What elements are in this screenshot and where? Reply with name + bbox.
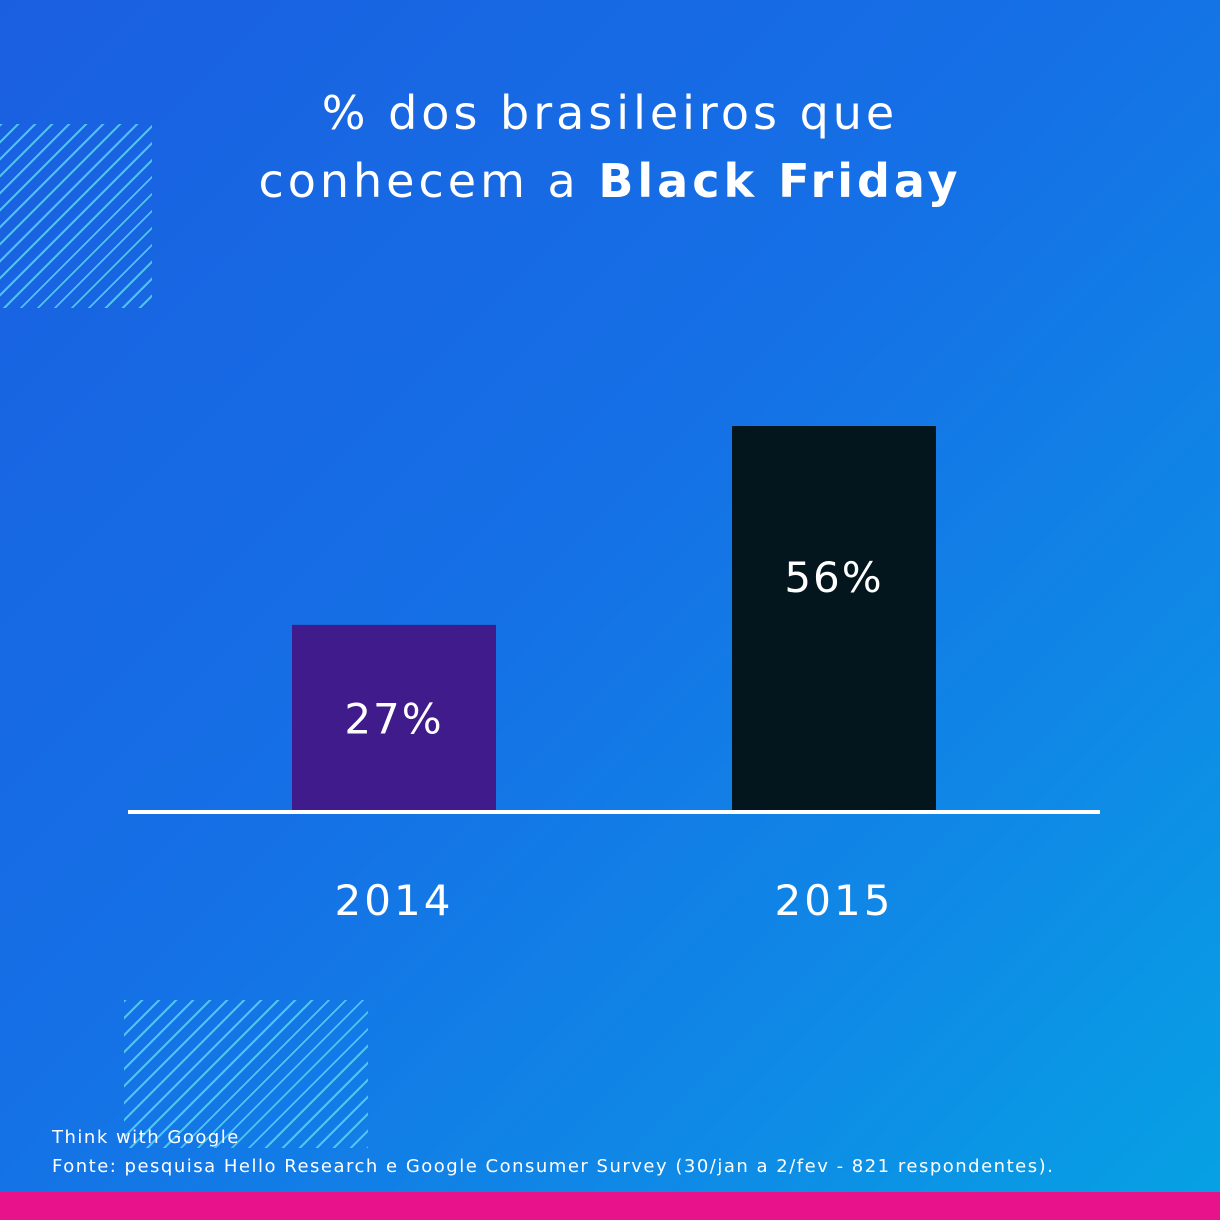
chart-title-prefix: conhecem a — [258, 154, 599, 208]
category-label-2015: 2015 — [775, 876, 894, 925]
category-label-2014: 2014 — [335, 876, 454, 925]
chart-title-emphasis: Black Friday — [598, 154, 962, 208]
chart-title-line1: % dos brasileiros que — [321, 86, 899, 140]
source-note: Fonte: pesquisa Hello Research e Google … — [52, 1156, 1055, 1177]
chart-title-line2: conhecem a Black Friday — [0, 154, 1220, 208]
bar-2015 — [732, 426, 936, 810]
hatch-decoration-top — [0, 124, 152, 308]
data-label-2015: 56% — [784, 553, 883, 602]
bar-2014 — [292, 624, 496, 810]
accent-bar — [0, 1192, 1220, 1220]
brand-label: Think with Google — [52, 1127, 240, 1148]
data-label-2014: 27% — [344, 694, 443, 743]
bar-chart: 27% 2014 56% 2015 — [292, 426, 936, 925]
hatch-decoration-bottom — [124, 1000, 368, 1148]
